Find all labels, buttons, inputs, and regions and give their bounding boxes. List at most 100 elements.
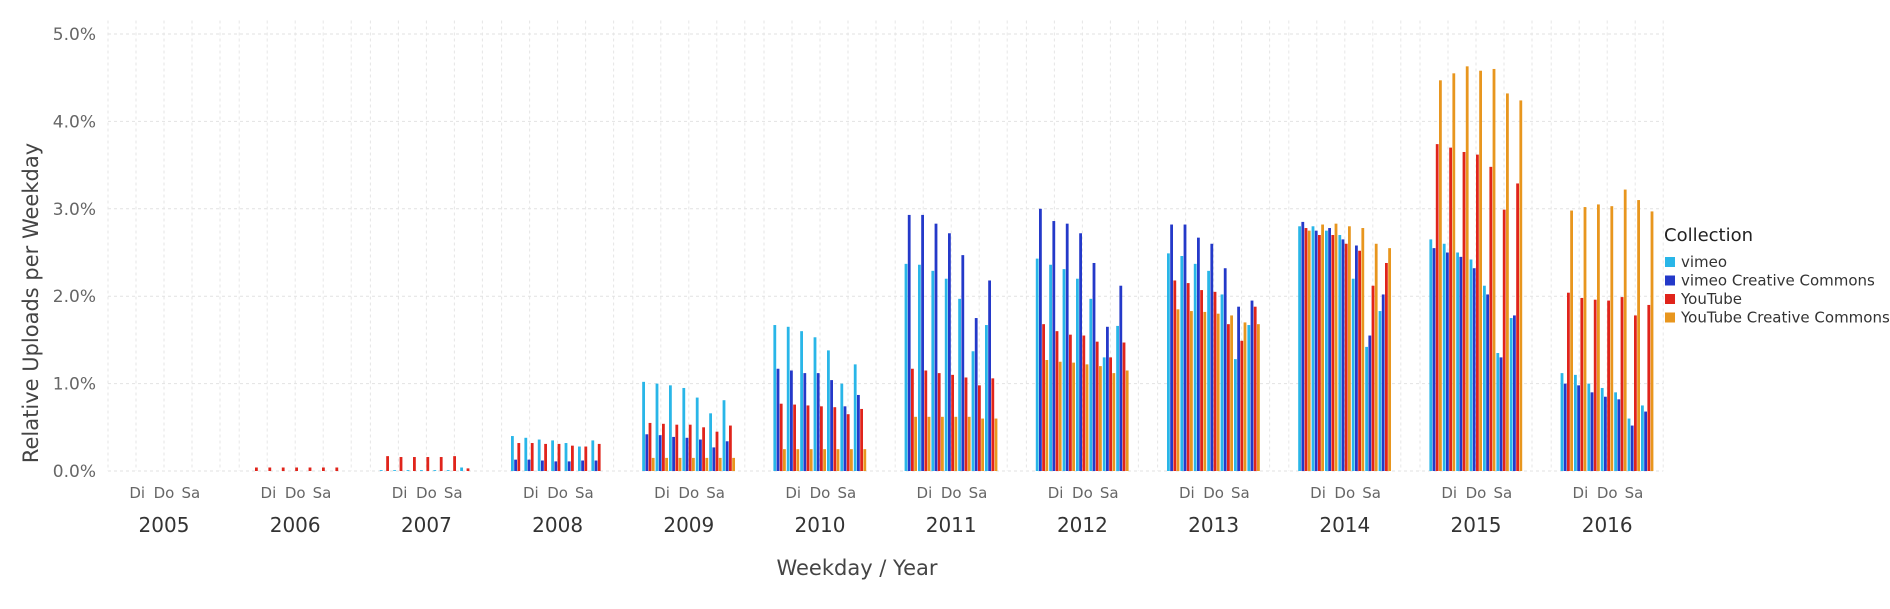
bar [1247,325,1250,471]
bar [524,438,527,471]
bar [723,400,726,471]
bar [1631,426,1634,471]
bar [1331,235,1334,471]
bar [863,449,866,471]
bar [1610,206,1613,471]
year-label: 2011 [926,513,977,537]
bar [1489,167,1492,471]
bar [1089,299,1092,471]
weekday-tick-label: Do [1466,484,1487,502]
bar [1473,268,1476,471]
bar [972,351,975,471]
bar [1375,244,1378,471]
bar [827,350,830,471]
bar [1433,248,1436,471]
bar [407,470,410,471]
bar [335,468,338,472]
legend-label: vimeo Creative Commons [1681,272,1875,290]
bar [1099,366,1102,471]
bar [1036,259,1039,471]
bar [1244,322,1247,471]
bar [729,426,732,471]
bar [1483,286,1486,471]
y-tick-label: 2.0% [53,287,96,307]
bar [965,377,968,471]
weekday-tick-label: Do [285,484,306,502]
bar [1493,69,1496,471]
bar [908,215,911,471]
weekday-tick-label: Do [416,484,437,502]
bar [1224,268,1227,471]
bar [958,299,961,471]
bar [905,264,908,471]
bar [1561,373,1564,471]
bar [1513,315,1516,471]
bar [1106,327,1109,471]
bar [1382,294,1385,471]
bar [1082,336,1085,471]
bar [790,370,793,471]
bar [686,438,689,471]
bar [941,417,944,471]
bar [857,395,860,471]
weekday-tick-label: Do [1597,484,1618,502]
bar [1221,294,1224,471]
bar [1045,360,1048,471]
bar [1439,80,1442,471]
weekday-tick-label: Di [1573,484,1589,502]
bar [433,470,436,471]
year-label: 2009 [663,513,714,537]
y-tick-label: 5.0% [53,25,96,45]
bar [1647,305,1650,471]
bar [1500,357,1503,471]
bar [1388,248,1391,471]
bar [669,385,672,471]
bar [931,271,934,471]
bar [1167,253,1170,471]
bar [692,458,695,471]
bar [732,458,735,471]
bar [1601,388,1604,471]
bar [1379,311,1382,471]
bar [386,456,389,471]
bar [554,461,557,471]
bar [309,468,312,472]
bar [1358,251,1361,471]
weekday-tick-label: Do [1203,484,1224,502]
bar [850,449,853,471]
bar [538,440,541,471]
bar [1308,231,1311,471]
bar [954,417,957,471]
bar [380,470,383,471]
bar [719,458,722,471]
bar [991,378,994,471]
bar [1429,239,1432,471]
bar [726,441,729,471]
bar [1446,253,1449,472]
bar [961,255,964,471]
bar [642,382,645,471]
bar [675,425,678,471]
weekday-tick-label: Di [523,484,539,502]
weekday-tick-label: Sa [313,484,332,502]
bar [1624,190,1627,471]
bar [447,470,450,471]
bar [1180,256,1183,471]
bar [595,461,598,471]
bar [295,468,298,472]
bar [598,444,601,471]
bar [282,468,285,472]
bar [1564,384,1567,471]
bar [1063,269,1066,471]
bar [1355,246,1358,471]
year-label: 2005 [139,513,190,537]
weekday-tick-label: Di [392,484,408,502]
bar [662,424,665,471]
bar [1519,100,1522,471]
bar [1052,221,1055,471]
bar [1321,225,1324,471]
bar [1203,312,1206,471]
weekday-tick-label: Do [154,484,175,502]
bar [914,417,917,471]
year-label: 2006 [270,513,321,537]
